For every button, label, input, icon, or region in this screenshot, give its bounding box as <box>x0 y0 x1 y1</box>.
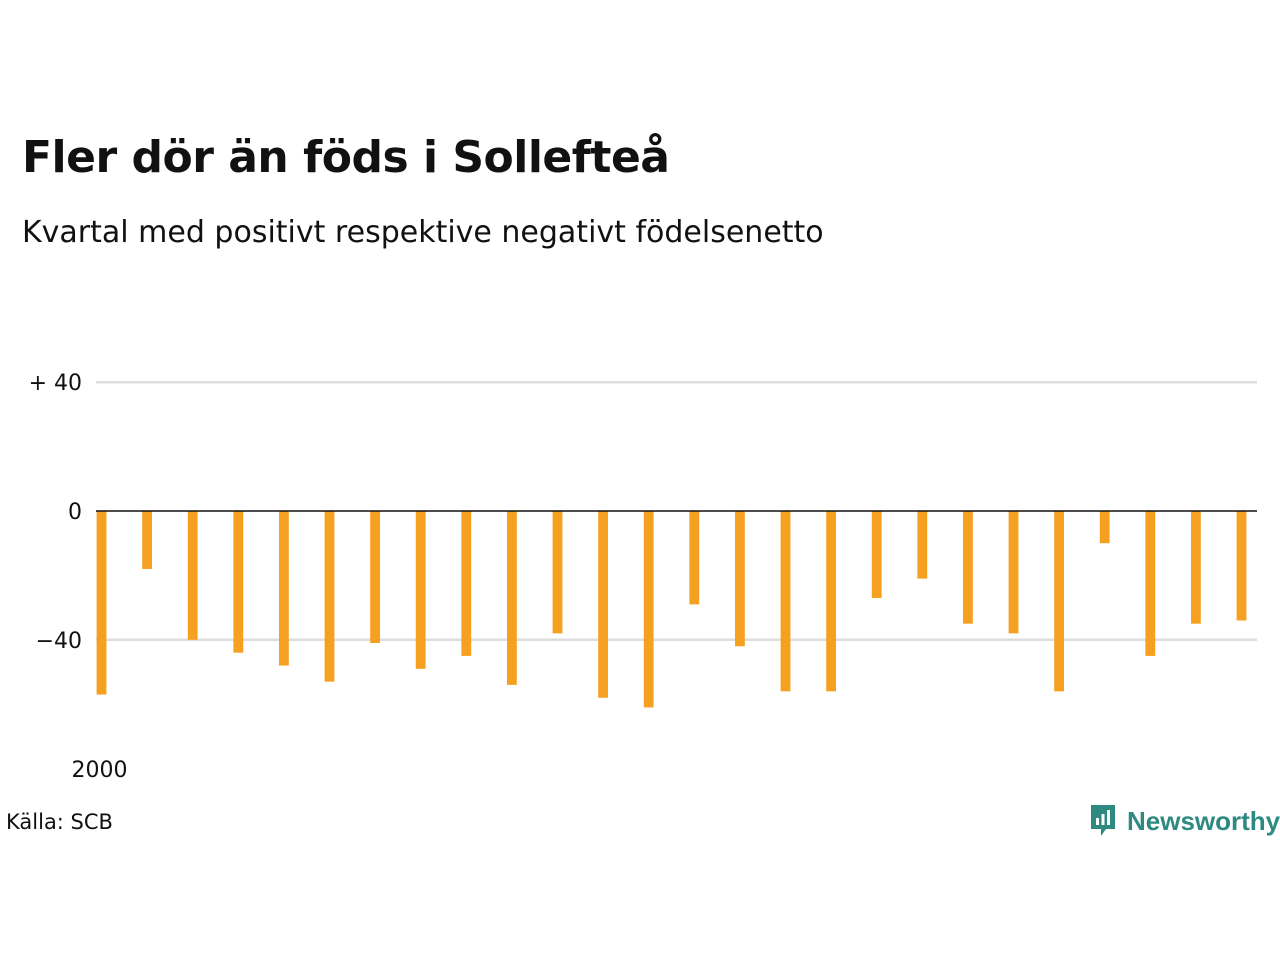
bar <box>370 511 380 644</box>
bar <box>1145 511 1156 656</box>
bar <box>552 511 563 634</box>
bar <box>461 511 472 656</box>
bar <box>415 511 426 669</box>
bar <box>187 511 198 640</box>
chart-title: Fler dör än föds i Sollefteå <box>22 132 670 183</box>
bar <box>735 511 745 647</box>
bar <box>963 511 973 624</box>
bar <box>1236 511 1247 621</box>
source-note: Källa: SCB <box>6 810 113 834</box>
brand-logo: Newsworthy <box>1089 803 1280 839</box>
bar-series <box>96 511 1247 708</box>
bar <box>1054 511 1064 692</box>
bar <box>507 511 517 685</box>
bar <box>917 511 928 579</box>
chart-subtitle: Kvartal med positivt respektive negativt… <box>22 215 824 250</box>
bar <box>1099 511 1110 544</box>
bar <box>279 511 289 666</box>
y-tick-label: + 40 <box>29 371 82 396</box>
bar <box>598 511 608 698</box>
bar <box>826 511 836 692</box>
newsworthy-logo-icon <box>1091 805 1115 836</box>
bar <box>1008 511 1019 634</box>
x-tick-label: 2000 <box>72 758 128 783</box>
y-tick-label: 0 <box>68 500 82 525</box>
y-tick-label: −40 <box>36 629 82 654</box>
bar <box>324 511 335 682</box>
bar <box>780 511 791 692</box>
bar <box>233 511 244 653</box>
brand-name: Newsworthy <box>1127 805 1280 836</box>
bar <box>1191 511 1201 624</box>
bar <box>142 511 152 569</box>
bar <box>871 511 882 598</box>
bar <box>689 511 700 605</box>
bar <box>96 511 107 695</box>
axes: + 400−40200020102020 <box>29 371 1257 783</box>
bar <box>643 511 654 708</box>
